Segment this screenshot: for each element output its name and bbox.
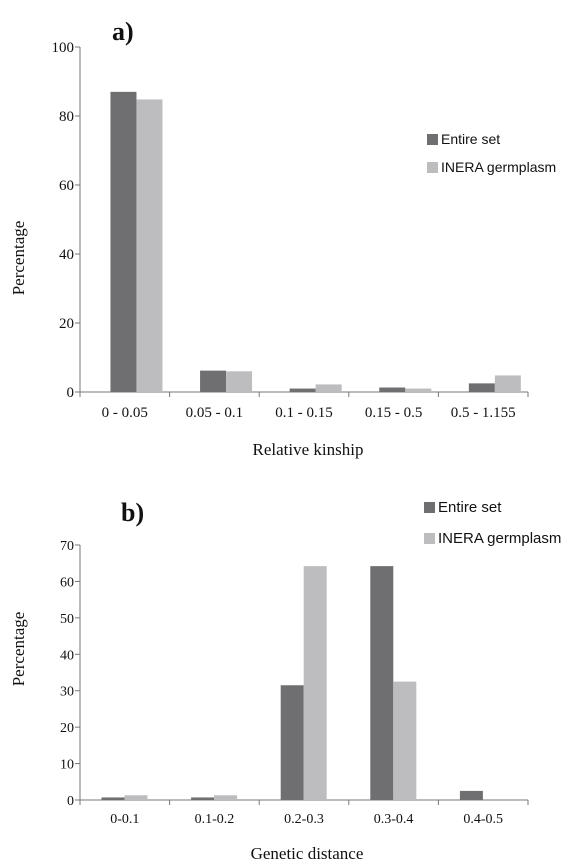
y-tick-label: 60	[59, 178, 74, 194]
x-tick-label: 0.15 - 0.5	[365, 405, 423, 421]
x-tick-label: 0.1-0.2	[195, 812, 235, 827]
y-tick-label: 80	[59, 109, 74, 125]
x-ticks-b: 0-0.1 0.1-0.2 0.2-0.3 0.3-0.4 0.4-0.5	[79, 800, 529, 827]
legend-b: Entire set INERA germplasm	[424, 499, 561, 547]
bar	[289, 388, 316, 392]
y-tick-label: 70	[60, 539, 74, 554]
bar	[494, 375, 521, 392]
legend-swatch	[424, 502, 435, 513]
legend-label: INERA germplasm	[438, 530, 561, 547]
bar	[393, 681, 417, 800]
bar	[191, 797, 215, 800]
legend-swatch	[424, 533, 435, 544]
x-tick-label: 0.4-0.5	[463, 812, 503, 827]
bar	[101, 797, 125, 800]
bars-b	[101, 566, 483, 800]
bars-a	[110, 91, 521, 392]
y-tick-label: 10	[60, 758, 74, 773]
y-tick-label: 20	[59, 316, 74, 332]
legend-label: INERA germplasm	[441, 159, 556, 175]
y-tick-label: 40	[60, 648, 74, 663]
x-axis-title-a: Relative kinship	[253, 440, 364, 459]
x-axis-title-b: Genetic distance	[251, 844, 364, 863]
legend-label: Entire set	[438, 499, 502, 516]
bar	[280, 685, 304, 800]
legend-label: Entire set	[441, 131, 500, 147]
x-tick-label: 0-0.1	[110, 812, 139, 827]
bar	[110, 91, 137, 392]
y-ticks-b: 0 10 20 30 40 50 60 70	[60, 539, 80, 809]
panel-label-b: b)	[121, 498, 144, 527]
x-tick-label: 0.05 - 0.1	[186, 405, 244, 421]
y-axis-title-a: Percentage	[9, 221, 28, 296]
bar	[468, 383, 495, 392]
chart-b: b) Percentage Genetic distance 0 10 20 30 40…	[9, 498, 561, 863]
y-tick-label: 100	[52, 40, 75, 56]
y-tick-label: 0	[67, 794, 74, 809]
x-tick-label: 0.1 - 0.15	[275, 405, 333, 421]
panel-label-a: a)	[112, 17, 134, 46]
x-ticks-a: 0 - 0.05 0.05 - 0.1 0.1 - 0.15 0.15 - 0.5 0.…	[79, 392, 529, 421]
bar	[315, 384, 342, 392]
chart-a: a) Percentage Relative kinship 0 20 40 60 80…	[9, 17, 556, 459]
legend-swatch	[427, 134, 438, 145]
legend-a: Entire set INERA germplasm	[427, 131, 556, 175]
bar	[303, 566, 327, 800]
bar	[370, 566, 394, 800]
y-tick-label: 30	[60, 685, 74, 700]
bar	[405, 388, 432, 392]
y-tick-label: 20	[60, 721, 74, 736]
bar	[200, 370, 227, 392]
x-tick-label: 0.3-0.4	[374, 812, 414, 827]
bar	[214, 795, 238, 800]
legend-swatch	[427, 162, 438, 173]
y-tick-label: 50	[60, 612, 74, 627]
y-tick-label: 40	[59, 247, 74, 263]
bar	[459, 790, 483, 800]
bar	[226, 371, 253, 392]
y-tick-label: 60	[60, 575, 74, 590]
y-tick-label: 0	[67, 385, 75, 401]
x-tick-label: 0.5 - 1.155	[451, 405, 516, 421]
x-tick-label: 0.2-0.3	[284, 812, 324, 827]
bar	[124, 795, 148, 800]
y-ticks-a: 0 20 40 60 80 100	[52, 40, 80, 401]
x-tick-label: 0 - 0.05	[102, 405, 148, 421]
bar	[379, 387, 406, 392]
y-axis-title-b: Percentage	[9, 612, 28, 687]
bar	[136, 99, 163, 392]
